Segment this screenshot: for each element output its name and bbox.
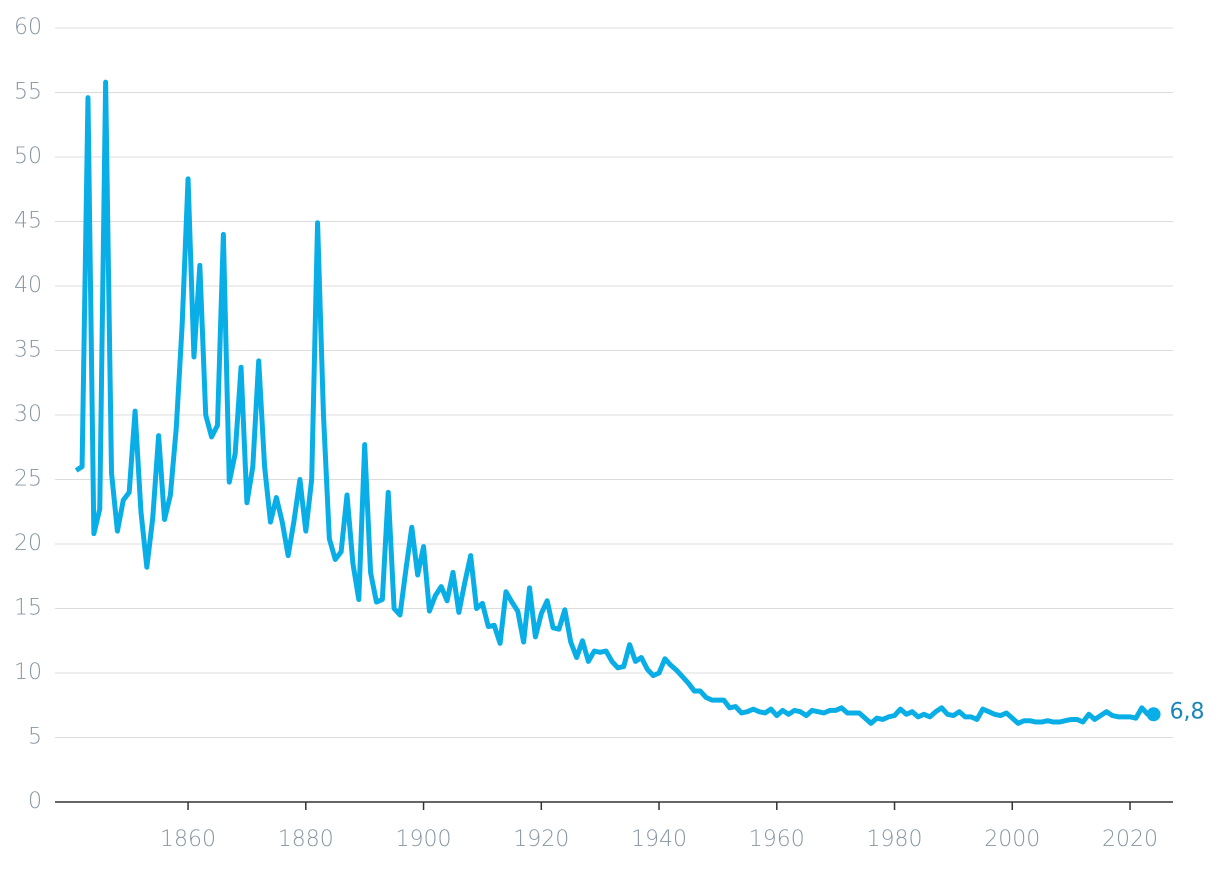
x-tick-label: 2020 <box>1102 827 1158 852</box>
x-tick-label: 1920 <box>513 827 569 852</box>
x-tick-label: 1900 <box>396 827 452 852</box>
y-tick-label: 45 <box>14 209 42 234</box>
x-tick-label: 1940 <box>631 827 687 852</box>
y-tick-label: 40 <box>14 273 42 298</box>
y-tick-label: 20 <box>14 531 42 556</box>
end-point <box>1146 707 1161 722</box>
y-tick-label: 0 <box>28 789 42 814</box>
y-tick-label: 60 <box>14 15 42 40</box>
y-tick-label: 50 <box>14 144 42 169</box>
y-tick-label: 35 <box>14 338 42 363</box>
y-tick-label: 55 <box>14 80 42 105</box>
y-tick-label: 30 <box>14 402 42 427</box>
x-tick-label: 1960 <box>749 827 805 852</box>
x-tick-label: 2000 <box>984 827 1040 852</box>
y-tick-label: 25 <box>14 467 42 492</box>
x-tick-label: 1880 <box>278 827 334 852</box>
x-tick-label: 1860 <box>160 827 216 852</box>
y-tick-label: 10 <box>14 660 42 685</box>
y-tick-label: 5 <box>28 725 42 750</box>
x-tick-label: 1980 <box>867 827 923 852</box>
end-label: 6,8 <box>1170 699 1205 724</box>
y-tick-label: 15 <box>14 596 42 621</box>
data-line <box>74 79 1154 726</box>
